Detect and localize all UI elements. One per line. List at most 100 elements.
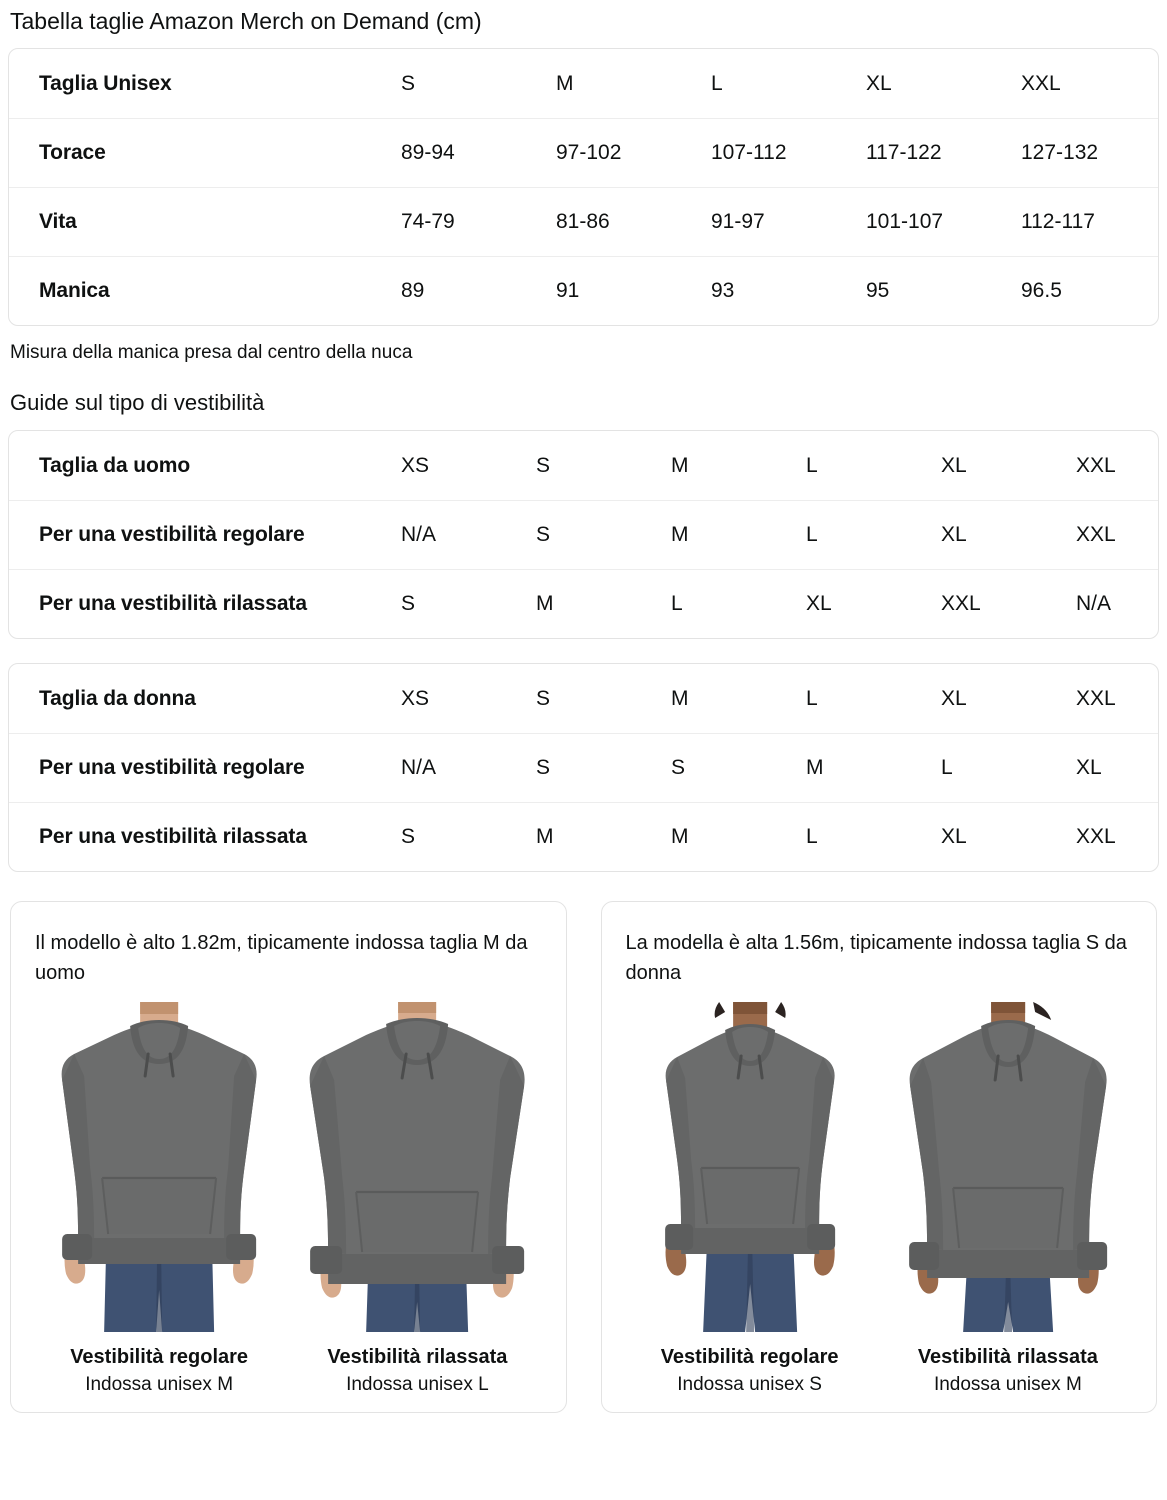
model-photo-women-relaxed: [883, 1002, 1132, 1332]
table-cell: L: [806, 825, 818, 848]
table-cell: S: [401, 71, 416, 95]
table-cell: 91-97: [711, 210, 765, 233]
figure-caption: Vestibilità rilassata: [917, 1346, 1098, 1368]
model-photo-women-regular: [625, 1002, 874, 1332]
model-card-women: La modella è alta 1.56m, tipicamente ind…: [600, 901, 1157, 1413]
table-cell: 93: [711, 279, 735, 302]
row-label: Per una vestibilità regolare: [39, 523, 305, 546]
figure-subcaption: Indossa unisex M: [85, 1374, 234, 1395]
row-label: Taglia da uomo: [39, 453, 191, 477]
table-cell: XXL: [1076, 825, 1116, 848]
table-cell: L: [711, 71, 723, 95]
figure-caption: Vestibilità regolare: [70, 1346, 249, 1368]
table-row: Taglia Unisex S M L XL XXL: [9, 49, 1158, 118]
table-cell: L: [806, 453, 818, 477]
table-cell: L: [671, 592, 683, 615]
table-cell: L: [806, 523, 818, 546]
table-cell: XL: [1076, 756, 1102, 779]
row-cells: XS S M L XL XXL: [401, 686, 1158, 711]
model-photo-men-relaxed: [293, 1002, 542, 1332]
table-row: Manica 89 91 93 95 96.5: [9, 256, 1158, 325]
figure-caption: Vestibilità regolare: [660, 1346, 839, 1368]
row-cells: 74-79 81-86 91-97 101-107 112-117: [401, 210, 1158, 234]
table-row: Per una vestibilità rilassata S M M L XL…: [9, 802, 1158, 871]
woman-regular-fit-illustration: [634, 1002, 865, 1332]
sleeve-note: Misura della manica presa dal centro del…: [10, 342, 413, 363]
figure-row: Vestibilità regolare Indossa unisex S: [625, 1002, 1132, 1396]
figure-row: Vestibilità regolare Indossa unisex M: [35, 1002, 542, 1396]
model-cards: Il modello è alto 1.82m, tipicamente ind…: [8, 872, 1159, 1413]
row-cells: N/A S M L XL XXL: [401, 523, 1158, 547]
table-cell: XXL: [941, 592, 981, 615]
table-row: Torace 89-94 97-102 107-112 117-122 127-…: [9, 118, 1158, 187]
table-row: Taglia da donna XS S M L XL XXL: [9, 664, 1158, 733]
row-label: Per una vestibilità regolare: [39, 756, 305, 779]
table-cell: M: [536, 825, 554, 848]
table-cell: XXL: [1076, 686, 1116, 710]
table-cell: S: [671, 756, 686, 779]
table-row: Per una vestibilità regolare N/A S M L X…: [9, 500, 1158, 569]
table-cell: S: [536, 686, 551, 710]
table-row: Vita 74-79 81-86 91-97 101-107 112-117: [9, 187, 1158, 256]
table-cell: L: [941, 756, 953, 779]
figure-caption: Vestibilità rilassata: [327, 1346, 508, 1368]
figure-subcaption: Indossa unisex S: [677, 1374, 822, 1395]
row-cells: S M L XL XXL: [401, 71, 1158, 96]
table-cell: M: [806, 756, 824, 779]
table-cell: XL: [941, 825, 967, 848]
row-label: Taglia da donna: [39, 686, 196, 710]
men-fit-table: Taglia da uomo XS S M L XL XXL Per una v…: [8, 430, 1159, 639]
model-description: Il modello è alto 1.82m, tipicamente ind…: [35, 932, 528, 984]
table-cell: XS: [401, 453, 430, 477]
table-cell: XXL: [1076, 453, 1116, 477]
table-cell: S: [536, 523, 551, 546]
table-cell: 112-117: [1021, 210, 1095, 233]
table-cell: N/A: [401, 756, 437, 779]
measurement-table: Taglia Unisex S M L XL XXL Torace 89-94 …: [8, 48, 1159, 326]
table-cell: 97-102: [556, 141, 622, 164]
table-cell: 107-112: [711, 141, 787, 164]
table-cell: 96.5: [1021, 279, 1062, 302]
table-cell: S: [536, 453, 551, 477]
row-cells: S M M L XL XXL: [401, 825, 1158, 849]
row-label: Torace: [39, 141, 106, 164]
man-relaxed-fit-illustration: [302, 1002, 533, 1332]
table-cell: 89: [401, 279, 425, 302]
table-cell: XL: [806, 592, 832, 615]
row-cells: N/A S S M L XL: [401, 756, 1158, 780]
table-cell: 95: [866, 279, 890, 302]
table-cell: 74-79: [401, 210, 455, 233]
table-cell: 101-107: [866, 210, 944, 233]
table-cell: M: [556, 71, 574, 95]
table-cell: M: [671, 686, 689, 710]
row-label: Manica: [39, 279, 110, 302]
row-cells: S M L XL XXL N/A: [401, 592, 1158, 616]
table-cell: S: [401, 825, 416, 848]
model-card-men: Il modello è alto 1.82m, tipicamente ind…: [10, 901, 567, 1413]
row-label: Vita: [39, 210, 77, 233]
table-cell: N/A: [401, 523, 437, 546]
model-description: La modella è alta 1.56m, tipicamente ind…: [625, 932, 1127, 984]
figure-men-relaxed: Vestibilità rilassata Indossa unisex L: [293, 1002, 542, 1396]
table-cell: S: [536, 756, 551, 779]
row-cells: XS S M L XL XXL: [401, 453, 1158, 478]
table-cell: XS: [401, 686, 430, 710]
table-cell: 89-94: [401, 141, 455, 164]
figure-women-relaxed: Vestibilità rilassata Indossa unisex M: [883, 1002, 1132, 1396]
women-fit-table: Taglia da donna XS S M L XL XXL Per una …: [8, 663, 1159, 872]
woman-relaxed-fit-illustration: [892, 1002, 1123, 1332]
table-cell: L: [806, 686, 818, 710]
figure-subcaption: Indossa unisex L: [346, 1374, 489, 1395]
table-cell: XXL: [1076, 523, 1116, 546]
table-row: Per una vestibilità regolare N/A S S M L…: [9, 733, 1158, 802]
table-row: Per una vestibilità rilassata S M L XL X…: [9, 569, 1158, 638]
row-cells: 89 91 93 95 96.5: [401, 279, 1158, 303]
table-cell: XL: [941, 686, 967, 710]
man-regular-fit-illustration: [44, 1002, 275, 1332]
row-cells: 89-94 97-102 107-112 117-122 127-132: [401, 141, 1158, 165]
model-photo-men-regular: [35, 1002, 284, 1332]
table-cell: M: [671, 453, 689, 477]
table-cell: XL: [866, 71, 892, 95]
table-cell: XXL: [1021, 71, 1061, 95]
